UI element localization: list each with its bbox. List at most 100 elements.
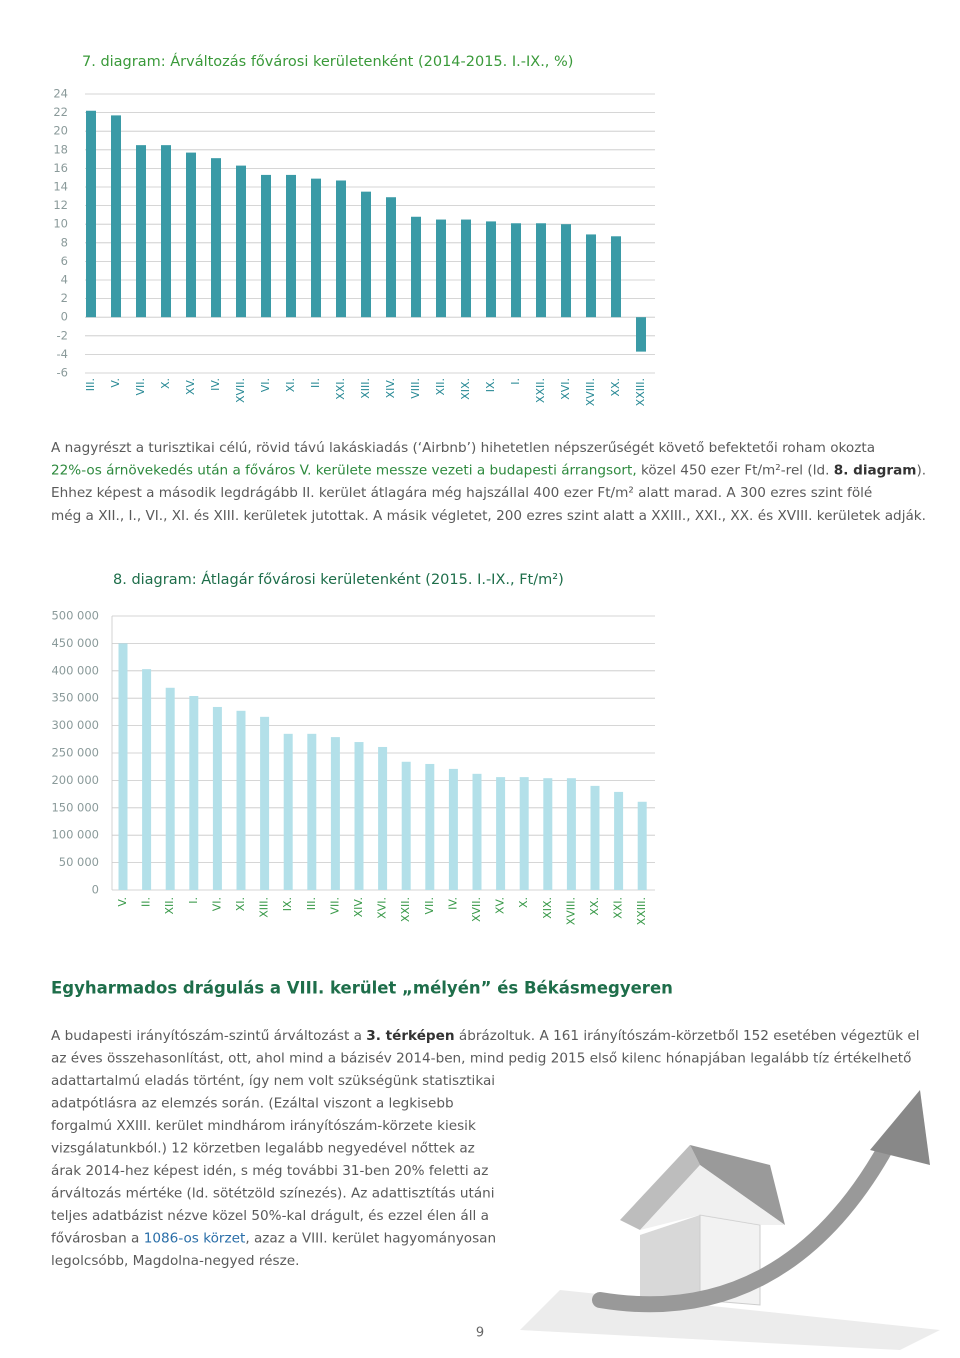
y-tick-label: 350 000: [51, 691, 99, 705]
text-line: adattartalmú eladás történt, így nem vol…: [51, 1073, 495, 1089]
x-tick-label: XVI.: [376, 897, 389, 919]
bar: [286, 174, 296, 318]
bar: [448, 768, 458, 890]
text-span: adatpótlásra az elemzés során. (Ezáltal …: [51, 1096, 454, 1112]
x-tick-label: XV.: [184, 378, 197, 395]
bar: [189, 696, 199, 890]
y-tick-label: 0: [92, 883, 99, 897]
chart-title: 7. diagram: Árváltozás fővárosi kerülete…: [82, 53, 573, 70]
x-tick-label: XIV.: [384, 378, 397, 398]
x-tick-label: VI.: [210, 897, 223, 911]
y-tick-label: 450 000: [51, 636, 99, 650]
bar: [486, 221, 496, 318]
text-line: 22%-os árnövekedés után a főváros V. ker…: [51, 463, 926, 479]
x-tick-label: VII.: [423, 897, 436, 915]
text-span: 3. térképen: [366, 1028, 454, 1044]
x-tick-label: XXII.: [399, 897, 412, 922]
text-span: adattartalmú eladás történt, így nem vol…: [51, 1073, 495, 1089]
bar: [611, 236, 621, 318]
bar: [401, 761, 411, 890]
text-span: árváltozás mértéke (ld. sötétzöld színez…: [51, 1186, 495, 1202]
x-tick-label: XIII.: [258, 897, 271, 918]
x-tick-label: XXIII.: [634, 378, 647, 406]
x-tick-label: XVIII.: [564, 897, 577, 925]
bar: [461, 219, 471, 318]
bar: [543, 778, 553, 890]
x-tick-label: XIX.: [541, 897, 554, 919]
bar: [236, 710, 246, 890]
text-span: A budapesti irányítószám-szintű árváltoz…: [51, 1028, 366, 1044]
y-tick-label: 6: [61, 254, 68, 268]
bar: [261, 174, 271, 318]
y-tick-label: -6: [57, 366, 68, 380]
x-tick-label: XI.: [234, 897, 247, 911]
x-tick-label: XIX.: [459, 378, 472, 400]
text-span: az éves összehasonlítást, ott, ahol mind…: [51, 1051, 911, 1067]
x-tick-label: III.: [84, 378, 97, 391]
y-tick-label: 2: [61, 291, 68, 305]
bar: [636, 317, 646, 352]
x-tick-label: IV.: [209, 378, 222, 391]
text-line: árváltozás mértéke (ld. sötétzöld színez…: [51, 1186, 495, 1202]
text-span: legolcsóbb, Magdolna-negyed része.: [51, 1253, 299, 1269]
bar: [586, 234, 596, 318]
bar: [436, 219, 446, 318]
y-tick-label: 24: [53, 87, 68, 101]
bar: [283, 733, 293, 890]
text-line: még a XII., I., VI., XI. és XIII. kerüle…: [51, 508, 926, 524]
house-illustration: [520, 1090, 940, 1350]
bar: [378, 746, 388, 890]
x-tick-label: XX.: [588, 897, 601, 916]
bar: [212, 706, 222, 890]
bar: [614, 791, 624, 890]
text-line: fővárosban a 1086-os körzet, azaz a VIII…: [51, 1231, 496, 1247]
x-tick-label: XVII.: [234, 378, 247, 403]
text-span: 8. diagram: [834, 463, 917, 479]
y-tick-label: 4: [61, 273, 68, 287]
x-tick-label: XIV.: [352, 897, 365, 917]
x-tick-label: XII.: [434, 378, 447, 396]
x-tick-label: XXII.: [534, 378, 547, 403]
text-line: forgalmú XXIII. kerület mindhárom irányí…: [51, 1118, 476, 1134]
text-span: 1086-os körzet: [144, 1231, 246, 1247]
page-number: 9: [476, 1326, 484, 1341]
y-tick-label: -2: [57, 328, 68, 342]
bar: [496, 777, 506, 890]
text-span: teljes adatbázist nézve közel 50%-kal dr…: [51, 1208, 489, 1224]
y-tick-label: 10: [53, 217, 68, 231]
x-tick-label: XVIII.: [584, 378, 597, 406]
x-tick-label: II.: [140, 897, 153, 907]
bar: [536, 223, 546, 318]
bar: [561, 224, 571, 318]
x-tick-label: X.: [159, 378, 172, 389]
text-span: Ehhez képest a második legdrágább II. ke…: [51, 485, 872, 501]
text-line: vizsgálatunkból.) 12 körzetben legalább …: [51, 1141, 475, 1157]
y-tick-label: 16: [53, 161, 68, 175]
x-tick-label: XXI.: [334, 378, 347, 400]
y-tick-label: -4: [57, 347, 68, 361]
bar: [307, 733, 317, 890]
y-tick-label: 300 000: [51, 718, 99, 732]
y-tick-label: 12: [53, 198, 68, 212]
bar: [86, 110, 96, 318]
x-tick-label: XVI.: [559, 378, 572, 400]
y-tick-label: 400 000: [51, 663, 99, 677]
text-span: 22%-os árnövekedés után a főváros V. ker…: [51, 463, 637, 479]
text-line: A nagyrészt a turisztikai célú, rövid tá…: [51, 440, 875, 456]
x-tick-label: III.: [305, 897, 318, 910]
text-span: még a XII., I., VI., XI. és XIII. kerüle…: [51, 508, 926, 524]
heading: Egyharmados drágulás a VIII. kerület „mé…: [51, 979, 673, 998]
x-tick-label: I.: [509, 378, 522, 385]
text-span: árak 2014-hez képest idén, s még további…: [51, 1163, 488, 1179]
x-tick-label: V.: [109, 378, 122, 388]
y-tick-label: 8: [61, 235, 68, 249]
y-tick-label: 14: [53, 180, 68, 194]
bar: [236, 165, 246, 318]
text-span: vizsgálatunkból.) 12 körzetben legalább …: [51, 1141, 475, 1157]
bar: [330, 737, 340, 890]
bar: [519, 777, 529, 890]
text-span: fővárosban a: [51, 1231, 144, 1247]
bar: [211, 158, 221, 318]
x-tick-label: V.: [116, 897, 129, 907]
text-span: forgalmú XXIII. kerület mindhárom irányí…: [51, 1118, 476, 1134]
